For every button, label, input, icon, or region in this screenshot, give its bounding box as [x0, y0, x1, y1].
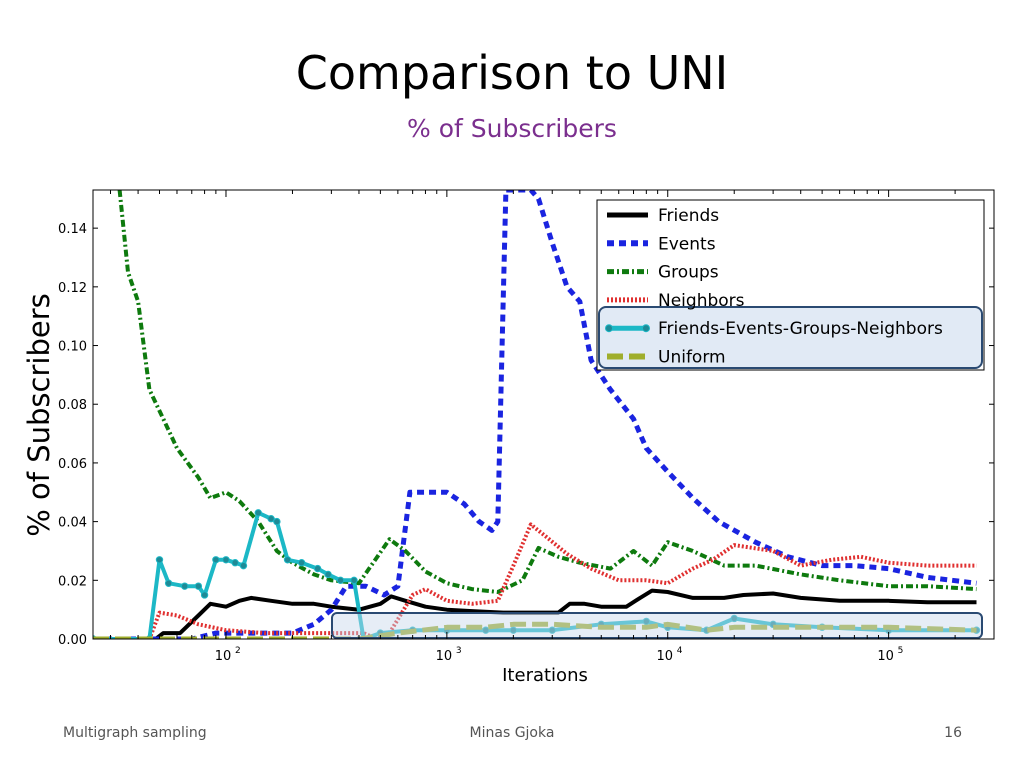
y-tick-label: 0.02: [58, 574, 87, 589]
legend-label: Neighbors: [658, 291, 745, 311]
series-marker: [231, 558, 239, 567]
footer-left: Multigraph sampling: [63, 725, 207, 741]
series-marker: [267, 514, 275, 523]
x-tick-exponent: 3: [456, 646, 462, 656]
x-tick-label: 10: [656, 649, 673, 664]
series-marker: [155, 556, 164, 564]
series-marker: [350, 576, 358, 585]
x-axis-title: Iterations: [502, 665, 588, 686]
series-marker: [212, 556, 220, 564]
series-marker: [642, 617, 651, 626]
series-marker: [194, 582, 203, 590]
legend-label: Events: [658, 234, 716, 254]
series-marker: [164, 579, 173, 587]
series-marker: [324, 570, 332, 579]
legend-highlight-box: [598, 306, 983, 369]
series-marker: [254, 509, 262, 517]
series-marker: [548, 626, 556, 634]
x-tick-label: 10: [877, 649, 894, 664]
series-line-groups: [117, 190, 977, 594]
slide-title: Comparison to UNI: [295, 46, 729, 100]
legend-label: Uniform: [658, 348, 726, 368]
footer-center: Minas Gjoka: [469, 725, 555, 741]
x-tick-exponent: 2: [235, 646, 241, 656]
y-tick-label: 0.08: [58, 398, 87, 413]
series-line-uniform: [93, 621, 977, 639]
x-tick-exponent: 4: [677, 646, 683, 656]
slide-subtitle: % of Subscribers: [407, 114, 617, 143]
highlight-box-bottom: [331, 612, 983, 639]
series-marker: [180, 582, 189, 590]
series-marker: [313, 564, 322, 573]
series-marker: [336, 576, 345, 585]
legend-label: Friends: [658, 206, 719, 226]
legend-label: Friends-Events-Groups-Neighbors: [658, 319, 943, 339]
y-tick-label: 0.06: [58, 457, 87, 472]
y-tick-label: 0.14: [58, 222, 87, 237]
x-tick-exponent: 5: [898, 646, 904, 656]
series-line-events: [93, 190, 977, 639]
legend-marker: [605, 324, 613, 333]
y-tick-label: 0.04: [58, 516, 87, 531]
plot-frame: [92, 189, 995, 640]
x-tick-label: 10: [436, 649, 453, 664]
series-marker: [239, 561, 248, 570]
series-marker: [297, 558, 306, 567]
series-marker: [730, 614, 738, 623]
series-marker: [509, 626, 518, 634]
series-marker: [482, 626, 490, 634]
y-tick-label: 0.10: [58, 340, 87, 355]
series-marker: [222, 556, 230, 564]
series-line-friends: [93, 588, 977, 639]
series-line-neighbors: [93, 522, 977, 639]
page-number: 16: [944, 725, 962, 741]
legend-marker: [642, 324, 650, 333]
series-marker: [273, 517, 281, 526]
series-marker: [283, 556, 292, 564]
y-tick-label: 0.12: [58, 281, 87, 296]
x-tick-label: 10: [215, 649, 232, 664]
series-marker: [200, 591, 209, 599]
y-tick-label: 0.00: [58, 633, 87, 648]
legend-label: Groups: [658, 263, 719, 283]
